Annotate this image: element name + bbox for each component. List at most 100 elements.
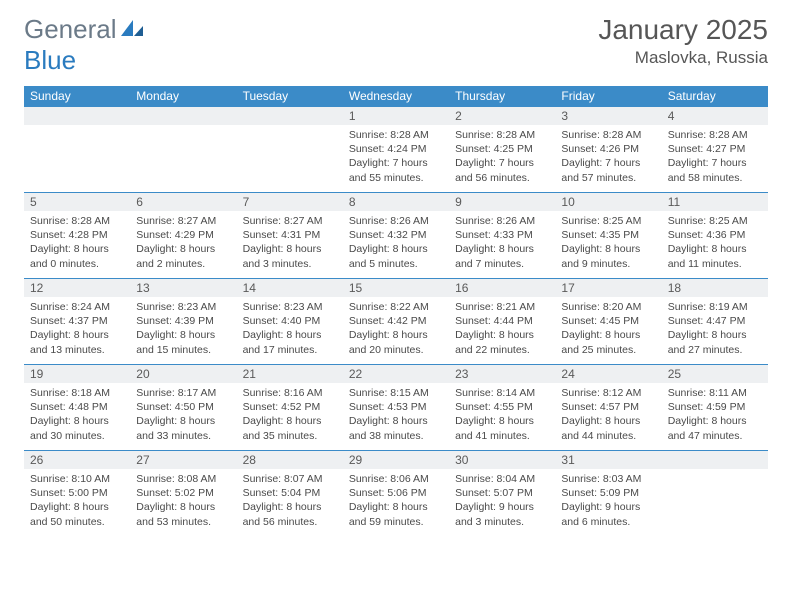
day-number: 24 <box>555 365 661 383</box>
calendar-cell: 24Sunrise: 8:12 AMSunset: 4:57 PMDayligh… <box>555 365 661 451</box>
day-header-row: Sunday Monday Tuesday Wednesday Thursday… <box>24 86 768 107</box>
day-number: 31 <box>555 451 661 469</box>
day-number: 2 <box>449 107 555 125</box>
day-header: Monday <box>130 86 236 107</box>
day-details: Sunrise: 8:06 AMSunset: 5:06 PMDaylight:… <box>343 469 449 535</box>
logo-text-general: General <box>24 14 117 44</box>
day-number: 3 <box>555 107 661 125</box>
day-details: Sunrise: 8:28 AMSunset: 4:27 PMDaylight:… <box>662 125 768 191</box>
day-number: 20 <box>130 365 236 383</box>
day-number: 18 <box>662 279 768 297</box>
calendar-cell: 27Sunrise: 8:08 AMSunset: 5:02 PMDayligh… <box>130 451 236 537</box>
calendar-cell: 29Sunrise: 8:06 AMSunset: 5:06 PMDayligh… <box>343 451 449 537</box>
day-number: 29 <box>343 451 449 469</box>
day-details: Sunrise: 8:22 AMSunset: 4:42 PMDaylight:… <box>343 297 449 363</box>
calendar-cell: 9Sunrise: 8:26 AMSunset: 4:33 PMDaylight… <box>449 193 555 279</box>
calendar-cell: 18Sunrise: 8:19 AMSunset: 4:47 PMDayligh… <box>662 279 768 365</box>
day-number: 26 <box>24 451 130 469</box>
day-details: Sunrise: 8:21 AMSunset: 4:44 PMDaylight:… <box>449 297 555 363</box>
day-number: 13 <box>130 279 236 297</box>
calendar-cell <box>24 107 130 193</box>
location-label: Maslovka, Russia <box>598 48 768 68</box>
day-details: Sunrise: 8:28 AMSunset: 4:28 PMDaylight:… <box>24 211 130 277</box>
day-details: Sunrise: 8:11 AMSunset: 4:59 PMDaylight:… <box>662 383 768 449</box>
calendar-cell: 3Sunrise: 8:28 AMSunset: 4:26 PMDaylight… <box>555 107 661 193</box>
day-number: 7 <box>237 193 343 211</box>
day-details: Sunrise: 8:28 AMSunset: 4:24 PMDaylight:… <box>343 125 449 191</box>
calendar-cell: 22Sunrise: 8:15 AMSunset: 4:53 PMDayligh… <box>343 365 449 451</box>
calendar-cell: 14Sunrise: 8:23 AMSunset: 4:40 PMDayligh… <box>237 279 343 365</box>
day-number: 22 <box>343 365 449 383</box>
day-details: Sunrise: 8:26 AMSunset: 4:32 PMDaylight:… <box>343 211 449 277</box>
day-details: Sunrise: 8:28 AMSunset: 4:26 PMDaylight:… <box>555 125 661 191</box>
calendar-table: Sunday Monday Tuesday Wednesday Thursday… <box>24 86 768 537</box>
logo-sail-icon <box>119 14 145 34</box>
day-number: 6 <box>130 193 236 211</box>
day-details: Sunrise: 8:19 AMSunset: 4:47 PMDaylight:… <box>662 297 768 363</box>
day-number: 23 <box>449 365 555 383</box>
day-number: 12 <box>24 279 130 297</box>
day-details: Sunrise: 8:18 AMSunset: 4:48 PMDaylight:… <box>24 383 130 449</box>
day-header: Thursday <box>449 86 555 107</box>
logo: GeneralBlue <box>24 14 145 76</box>
calendar-cell: 7Sunrise: 8:27 AMSunset: 4:31 PMDaylight… <box>237 193 343 279</box>
calendar-cell: 31Sunrise: 8:03 AMSunset: 5:09 PMDayligh… <box>555 451 661 537</box>
day-details: Sunrise: 8:20 AMSunset: 4:45 PMDaylight:… <box>555 297 661 363</box>
day-details <box>662 469 768 478</box>
day-number: 21 <box>237 365 343 383</box>
calendar-cell: 19Sunrise: 8:18 AMSunset: 4:48 PMDayligh… <box>24 365 130 451</box>
day-header: Sunday <box>24 86 130 107</box>
day-header: Wednesday <box>343 86 449 107</box>
day-number: 14 <box>237 279 343 297</box>
day-number: 17 <box>555 279 661 297</box>
day-details: Sunrise: 8:28 AMSunset: 4:25 PMDaylight:… <box>449 125 555 191</box>
calendar-cell: 21Sunrise: 8:16 AMSunset: 4:52 PMDayligh… <box>237 365 343 451</box>
calendar-cell: 11Sunrise: 8:25 AMSunset: 4:36 PMDayligh… <box>662 193 768 279</box>
calendar-cell: 2Sunrise: 8:28 AMSunset: 4:25 PMDaylight… <box>449 107 555 193</box>
day-number <box>130 107 236 125</box>
day-number: 4 <box>662 107 768 125</box>
day-number <box>24 107 130 125</box>
day-number: 30 <box>449 451 555 469</box>
day-details: Sunrise: 8:16 AMSunset: 4:52 PMDaylight:… <box>237 383 343 449</box>
day-details: Sunrise: 8:24 AMSunset: 4:37 PMDaylight:… <box>24 297 130 363</box>
calendar-week-row: 12Sunrise: 8:24 AMSunset: 4:37 PMDayligh… <box>24 279 768 365</box>
day-details: Sunrise: 8:25 AMSunset: 4:36 PMDaylight:… <box>662 211 768 277</box>
day-details: Sunrise: 8:17 AMSunset: 4:50 PMDaylight:… <box>130 383 236 449</box>
calendar-cell: 25Sunrise: 8:11 AMSunset: 4:59 PMDayligh… <box>662 365 768 451</box>
calendar-cell: 4Sunrise: 8:28 AMSunset: 4:27 PMDaylight… <box>662 107 768 193</box>
day-number: 5 <box>24 193 130 211</box>
day-number <box>662 451 768 469</box>
day-details: Sunrise: 8:15 AMSunset: 4:53 PMDaylight:… <box>343 383 449 449</box>
day-details: Sunrise: 8:12 AMSunset: 4:57 PMDaylight:… <box>555 383 661 449</box>
day-number: 8 <box>343 193 449 211</box>
calendar-cell: 1Sunrise: 8:28 AMSunset: 4:24 PMDaylight… <box>343 107 449 193</box>
calendar-cell: 17Sunrise: 8:20 AMSunset: 4:45 PMDayligh… <box>555 279 661 365</box>
logo-text-blue: Blue <box>24 45 76 75</box>
day-header: Tuesday <box>237 86 343 107</box>
calendar-cell: 26Sunrise: 8:10 AMSunset: 5:00 PMDayligh… <box>24 451 130 537</box>
day-details <box>130 125 236 134</box>
day-details: Sunrise: 8:23 AMSunset: 4:40 PMDaylight:… <box>237 297 343 363</box>
calendar-cell: 30Sunrise: 8:04 AMSunset: 5:07 PMDayligh… <box>449 451 555 537</box>
day-number <box>237 107 343 125</box>
calendar-cell: 5Sunrise: 8:28 AMSunset: 4:28 PMDaylight… <box>24 193 130 279</box>
day-details: Sunrise: 8:03 AMSunset: 5:09 PMDaylight:… <box>555 469 661 535</box>
calendar-cell: 10Sunrise: 8:25 AMSunset: 4:35 PMDayligh… <box>555 193 661 279</box>
day-number: 28 <box>237 451 343 469</box>
day-details: Sunrise: 8:25 AMSunset: 4:35 PMDaylight:… <box>555 211 661 277</box>
day-details: Sunrise: 8:04 AMSunset: 5:07 PMDaylight:… <box>449 469 555 535</box>
calendar-cell <box>130 107 236 193</box>
day-details: Sunrise: 8:07 AMSunset: 5:04 PMDaylight:… <box>237 469 343 535</box>
day-details: Sunrise: 8:08 AMSunset: 5:02 PMDaylight:… <box>130 469 236 535</box>
calendar-cell <box>662 451 768 537</box>
day-number: 10 <box>555 193 661 211</box>
day-number: 15 <box>343 279 449 297</box>
calendar-week-row: 1Sunrise: 8:28 AMSunset: 4:24 PMDaylight… <box>24 107 768 193</box>
day-number: 19 <box>24 365 130 383</box>
day-number: 11 <box>662 193 768 211</box>
calendar-week-row: 19Sunrise: 8:18 AMSunset: 4:48 PMDayligh… <box>24 365 768 451</box>
calendar-cell: 12Sunrise: 8:24 AMSunset: 4:37 PMDayligh… <box>24 279 130 365</box>
calendar-cell: 15Sunrise: 8:22 AMSunset: 4:42 PMDayligh… <box>343 279 449 365</box>
day-details <box>237 125 343 134</box>
